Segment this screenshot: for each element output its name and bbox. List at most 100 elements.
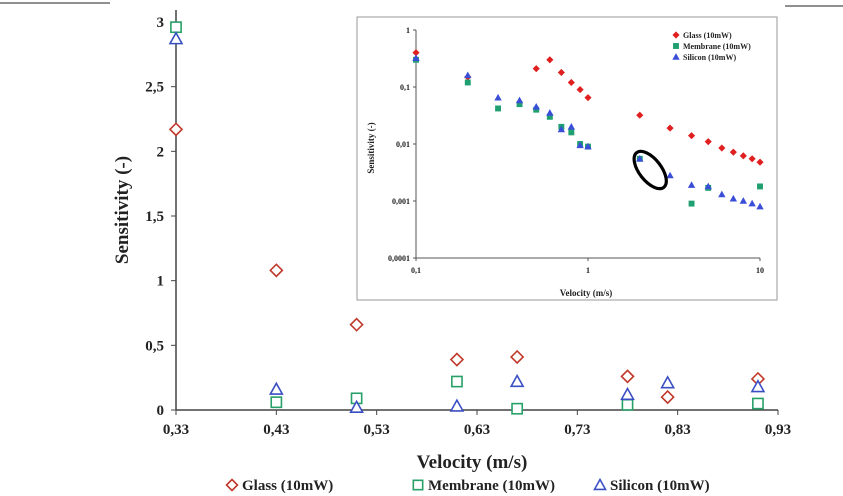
inset-data-point-triangle — [666, 171, 674, 179]
inset-data-point-triangle — [557, 125, 566, 133]
inset-data-point-square — [757, 183, 763, 190]
inset-data-point-triangle — [739, 197, 748, 204]
inset-data-point-diamond — [756, 158, 764, 166]
inset-legend-entry-label: Membrane (10mW) — [683, 42, 751, 51]
y-tick-label: 3 — [157, 15, 165, 31]
inset-y-tick-label: 0,001 — [392, 197, 410, 206]
inset-y-tick-label: 1 — [406, 26, 410, 35]
inset-x-axis-label: Velocity (m/s) — [560, 288, 612, 298]
x-tick-label: 0,33 — [163, 422, 189, 438]
y-tick-label: 2 — [157, 144, 165, 160]
data-point-triangle — [509, 373, 525, 388]
data-point-triangle — [168, 31, 184, 45]
inset-data-point-triangle — [567, 123, 576, 130]
inset-data-point-diamond — [532, 65, 540, 73]
inset-legend-marker-triangle — [672, 53, 680, 60]
legend-entry-label: Glass (10mW) — [242, 478, 333, 494]
inset-data-point-triangle — [756, 202, 764, 210]
data-point-diamond — [620, 369, 635, 384]
x-tick-label: 0,53 — [364, 422, 390, 438]
inset-x-tick-label: 10 — [756, 266, 764, 275]
inset-data-point-diamond — [546, 56, 554, 64]
inset-data-point-diamond — [576, 86, 584, 94]
inset-data-point-diamond — [567, 78, 575, 87]
inset-x-tick-label: 1 — [586, 266, 590, 275]
x-axis-label: Velocity (m/s) — [417, 452, 528, 473]
inset-data-point-square — [568, 129, 575, 136]
inset-data-point-triangle — [576, 141, 584, 149]
data-point-diamond — [269, 263, 284, 278]
data-point-square — [451, 375, 463, 388]
data-point-diamond — [349, 317, 364, 332]
data-point-square — [621, 398, 634, 411]
inset-legend: Glass (10mW) Membrane (10mW) Silicon (10mW… — [672, 31, 751, 62]
inset-data-point-triangle — [636, 154, 644, 162]
y-tick-label: 0,5 — [145, 338, 164, 354]
inset-data-point-diamond — [704, 138, 712, 146]
inset-legend-marker-square — [673, 43, 679, 49]
inset-data-point-diamond — [748, 155, 756, 163]
data-point-triangle — [449, 398, 465, 412]
inset-plot-area — [412, 49, 764, 210]
inset-data-point-diamond — [739, 152, 747, 160]
inset-legend-entry-label: Silicon (10mW) — [683, 53, 736, 62]
inset-data-point-triangle — [687, 181, 696, 188]
y-tick-label: 2,5 — [145, 80, 164, 96]
inset-y-tick-label: 0,0001 — [388, 254, 410, 263]
inset-data-point-diamond — [687, 132, 696, 140]
inset-data-point-triangle — [532, 102, 540, 110]
data-point-diamond — [449, 352, 465, 367]
inset-x-tick-label: 0,1 — [411, 266, 421, 275]
inset-legend-entry-label: Glass (10mW) — [683, 31, 732, 40]
inset-chart: 0,1 1 10 0,0001 0,001 0,01 0,1 1 Sensitivity (-… — [356, 16, 778, 301]
legend-marker-triangle — [593, 477, 607, 491]
inset-data-point-diamond — [729, 148, 737, 156]
inset-data-point-square — [464, 79, 471, 86]
inset-data-point-triangle — [412, 54, 420, 62]
x-tick-label: 0,63 — [464, 422, 490, 438]
inset-data-point-diamond — [718, 144, 726, 152]
data-point-diamond — [660, 389, 675, 405]
data-point-triangle — [660, 375, 675, 389]
main-plot-area — [168, 21, 766, 415]
inset-data-point-triangle — [546, 109, 554, 116]
legend-marker-diamond — [225, 478, 239, 492]
inset-y-tick-label: 0,01 — [396, 140, 410, 149]
data-point-triangle — [349, 399, 364, 414]
inset-data-point-triangle — [729, 194, 738, 202]
annotation-ellipse — [632, 149, 668, 191]
legend-entry-label: Silicon (10mW) — [610, 478, 710, 494]
data-point-triangle — [268, 381, 284, 395]
y-tick-label: 0 — [157, 403, 165, 419]
inset-data-point-diamond — [666, 124, 674, 132]
inset-axes: 0,1 1 10 0,0001 0,001 0,01 0,1 1 — [388, 26, 764, 275]
y-axis-label: Sensitivity (-) — [112, 156, 133, 264]
inset-legend-marker-diamond — [672, 31, 680, 39]
y-tick-label: 1,5 — [145, 209, 164, 225]
inset-data-point-diamond — [584, 94, 592, 102]
inset-data-point-triangle — [464, 71, 472, 79]
inset-y-axis-label: Sensitivity (-) — [366, 122, 376, 173]
data-point-diamond — [168, 122, 184, 137]
legend-marker-square — [412, 479, 424, 491]
data-point-triangle — [620, 386, 635, 401]
data-point-square — [752, 397, 764, 410]
inset-data-point-triangle — [718, 190, 726, 198]
data-point-square — [170, 21, 182, 34]
inset-data-point-triangle — [515, 96, 524, 104]
legend: Glass (10mW) Membrane (10mW) Silicon (10mW… — [225, 477, 710, 494]
data-point-diamond — [510, 349, 525, 365]
inset-data-point-triangle — [584, 142, 592, 150]
x-tick-label: 0,83 — [665, 422, 691, 438]
x-tick-label: 0,93 — [765, 422, 791, 438]
main-axes: 0,33 0,43 0,53 0,63 0,73 0,83 0,93 0 0,5 1 1,5 2 2,5… — [145, 10, 791, 438]
data-point-triangle — [750, 379, 766, 393]
inset-data-point-triangle — [704, 182, 712, 190]
inset-data-point-diamond — [636, 111, 644, 119]
inset-data-point-diamond — [557, 68, 565, 77]
inset-background — [356, 16, 778, 301]
y-tick-label: 1 — [157, 274, 165, 290]
inset-y-tick-label: 0,1 — [400, 83, 410, 92]
inset-data-point-square — [688, 200, 695, 207]
